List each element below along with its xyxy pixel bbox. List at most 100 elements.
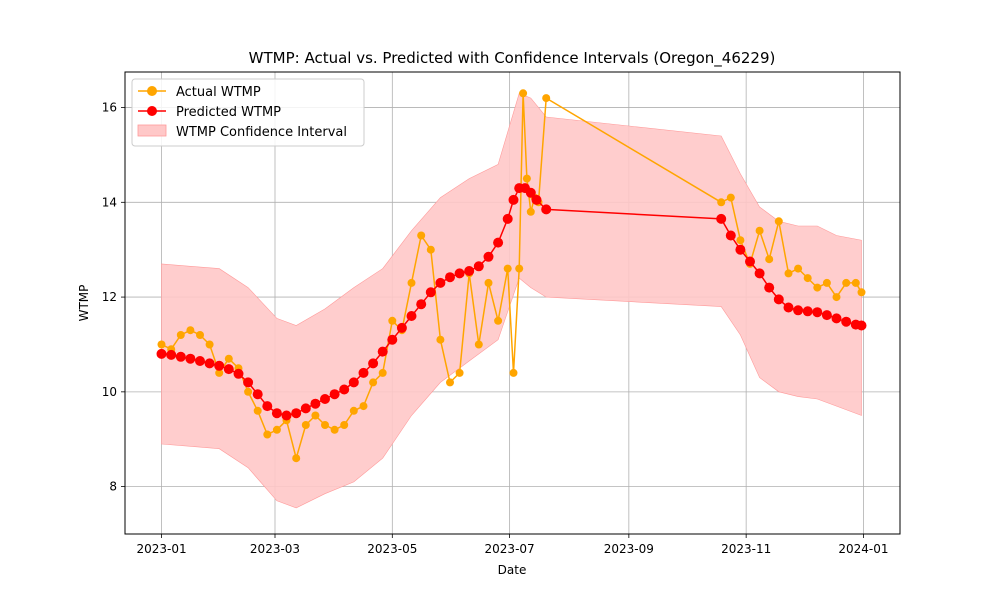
predicted-wtmp-point bbox=[525, 187, 536, 198]
predicted-wtmp-point bbox=[773, 294, 784, 305]
chart-title: WTMP: Actual vs. Predicted with Confiden… bbox=[249, 49, 776, 68]
actual-wtmp-point bbox=[736, 236, 745, 245]
actual-wtmp-point bbox=[813, 283, 822, 292]
predicted-wtmp-point bbox=[348, 377, 359, 388]
x-tick-label: 2023-01 bbox=[136, 542, 186, 556]
actual-wtmp-point bbox=[330, 425, 339, 434]
actual-wtmp-point bbox=[253, 406, 262, 415]
y-tick-label: 14 bbox=[102, 195, 117, 209]
x-tick-label: 2023-03 bbox=[250, 542, 300, 556]
actual-wtmp-point bbox=[417, 231, 426, 240]
predicted-wtmp-point bbox=[396, 322, 407, 333]
actual-wtmp-point bbox=[244, 387, 253, 396]
x-tick-label: 2024-01 bbox=[838, 542, 888, 556]
predicted-wtmp-point bbox=[368, 358, 379, 369]
predicted-wtmp-point bbox=[300, 403, 311, 414]
legend-actual-marker bbox=[147, 86, 157, 96]
actual-wtmp-point bbox=[765, 255, 774, 264]
actual-wtmp-point bbox=[205, 340, 214, 349]
predicted-wtmp-point bbox=[745, 256, 755, 267]
actual-wtmp-point bbox=[196, 331, 204, 339]
x-tick-label: 2023-11 bbox=[721, 542, 771, 556]
predicted-wtmp-point bbox=[821, 310, 832, 321]
y-tick-label: 12 bbox=[102, 290, 117, 304]
actual-wtmp-point bbox=[349, 406, 358, 415]
actual-wtmp-point bbox=[436, 335, 445, 344]
actual-wtmp-point bbox=[857, 288, 866, 297]
legend-actual-label: Actual WTMP bbox=[176, 85, 261, 100]
actual-wtmp-point bbox=[455, 368, 464, 377]
actual-wtmp-point bbox=[832, 293, 841, 302]
actual-wtmp-point bbox=[803, 274, 812, 283]
actual-wtmp-point bbox=[794, 264, 803, 273]
legend: Actual WTMP Predicted WTMP WTMP Confiden… bbox=[131, 78, 365, 147]
predicted-wtmp-point bbox=[281, 410, 292, 421]
predicted-wtmp-point bbox=[291, 408, 302, 419]
legend-confidence-swatch bbox=[137, 124, 167, 137]
y-tick-label: 10 bbox=[102, 385, 117, 399]
predicted-wtmp-point bbox=[856, 320, 867, 331]
predicted-wtmp-point bbox=[310, 398, 321, 409]
confidence-band bbox=[161, 92, 862, 509]
actual-wtmp-point bbox=[494, 316, 503, 325]
predicted-wtmp-point bbox=[175, 351, 186, 362]
predicted-wtmp-point bbox=[473, 261, 484, 272]
x-tick-label: 2023-07 bbox=[485, 542, 535, 556]
x-tick-label: 2023-09 bbox=[604, 542, 654, 556]
predicted-wtmp-point bbox=[464, 266, 475, 276]
predicted-wtmp-point bbox=[508, 194, 519, 205]
predicted-wtmp-point bbox=[454, 268, 465, 279]
legend-predicted-label: Predicted WTMP bbox=[176, 105, 281, 120]
legend-confidence-label: WTMP Confidence Interval bbox=[176, 125, 347, 140]
axis-ticks: 2023-01 2023-03 2023-05 2023-07 2023-09 2023-… bbox=[102, 101, 889, 556]
actual-wtmp-point bbox=[272, 425, 281, 434]
predicted-wtmp-point bbox=[416, 299, 427, 310]
predicted-wtmp-point bbox=[320, 394, 330, 404]
actual-wtmp-point bbox=[301, 421, 310, 429]
predicted-wtmp-point bbox=[812, 307, 823, 318]
predicted-wtmp-point bbox=[483, 251, 494, 262]
predicted-wtmp-point bbox=[841, 316, 852, 327]
actual-wtmp-point bbox=[726, 193, 735, 202]
predicted-wtmp-point bbox=[764, 282, 775, 293]
actual-wtmp-point bbox=[842, 278, 851, 287]
actual-wtmp-point bbox=[784, 269, 793, 278]
predicted-wtmp-point bbox=[783, 302, 794, 313]
actual-wtmp-point bbox=[526, 207, 535, 216]
actual-wtmp-point bbox=[774, 217, 783, 226]
actual-wtmp-point bbox=[292, 454, 301, 463]
predicted-wtmp-point bbox=[243, 377, 254, 388]
predicted-wtmp-point bbox=[502, 213, 513, 224]
series-layer bbox=[156, 89, 867, 463]
predicted-wtmp-point bbox=[425, 287, 436, 298]
actual-wtmp-point bbox=[215, 368, 224, 377]
actual-wtmp-point bbox=[755, 226, 764, 235]
actual-wtmp-point bbox=[263, 430, 272, 439]
predicted-wtmp-point bbox=[195, 356, 205, 366]
actual-wtmp-point bbox=[359, 402, 368, 411]
y-axis-title: WTMP bbox=[77, 285, 91, 322]
actual-wtmp-point bbox=[519, 89, 528, 98]
actual-wtmp-point bbox=[542, 94, 551, 103]
actual-wtmp-point bbox=[407, 278, 416, 287]
predicted-wtmp-point bbox=[406, 311, 417, 321]
actual-wtmp-point bbox=[851, 278, 860, 287]
actual-wtmp-point bbox=[186, 326, 195, 335]
x-axis-title: Date bbox=[498, 563, 527, 577]
predicted-wtmp-point bbox=[204, 358, 215, 369]
actual-wtmp-point bbox=[176, 331, 185, 339]
predicted-wtmp-point bbox=[377, 346, 388, 357]
predicted-wtmp-point bbox=[445, 272, 455, 283]
x-tick-label: 2023-05 bbox=[367, 542, 417, 556]
predicted-wtmp-point bbox=[754, 268, 765, 279]
predicted-wtmp-point bbox=[156, 348, 167, 359]
legend-predicted-marker bbox=[147, 106, 157, 116]
actual-wtmp-point bbox=[822, 278, 831, 287]
predicted-wtmp-point bbox=[493, 237, 504, 248]
predicted-wtmp-point bbox=[233, 368, 244, 379]
predicted-wtmp-point bbox=[831, 313, 842, 324]
predicted-wtmp-point bbox=[214, 360, 225, 371]
confidence-band-layer bbox=[161, 92, 862, 509]
